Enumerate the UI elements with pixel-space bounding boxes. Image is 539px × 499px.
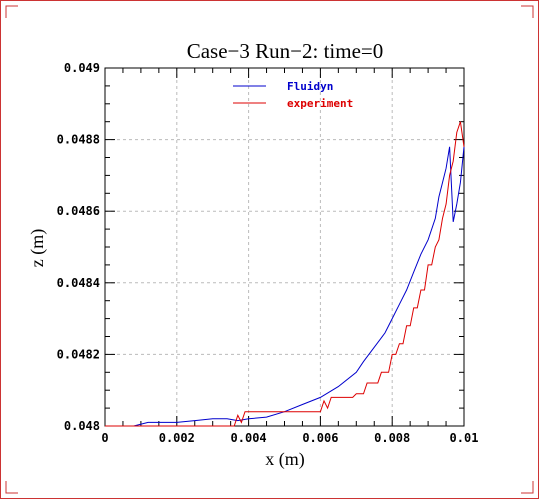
y-tick-label: 0.0482 [57, 347, 100, 361]
x-axis-label: x (m) [265, 449, 305, 470]
series-line-experiment [105, 121, 465, 427]
x-tick-label: 0.002 [159, 431, 195, 445]
legend: Fluidyn experiment [233, 80, 353, 110]
y-tick-label: 0.0488 [57, 133, 100, 147]
legend-label-fluidyn: Fluidyn [287, 80, 333, 93]
x-tick-label: 0 [101, 431, 108, 445]
legend-label-experiment: experiment [287, 97, 353, 110]
y-axis-label: z (m) [27, 229, 48, 267]
plot-frame [104, 67, 465, 427]
x-tick-label: 0.006 [302, 431, 338, 445]
y-tick-label: 0.048 [64, 419, 100, 433]
plot-area: 0 0.002 0.004 0.006 0.008 0.01 0.048 0.0482 0.04… [57, 61, 479, 445]
chart-title: Case−3 Run−2: time=0 [187, 39, 384, 63]
y-tick-label: 0.049 [64, 61, 100, 75]
y-tick-label: 0.0486 [57, 204, 100, 218]
series-line-Fluidyn [105, 146, 465, 427]
corner-marks [5, 5, 534, 494]
x-tick-label: 0.008 [374, 431, 410, 445]
y-tick-label: 0.0484 [57, 276, 100, 290]
x-tick-label: 0.01 [450, 431, 479, 445]
x-tick-label: 0.004 [231, 431, 267, 445]
